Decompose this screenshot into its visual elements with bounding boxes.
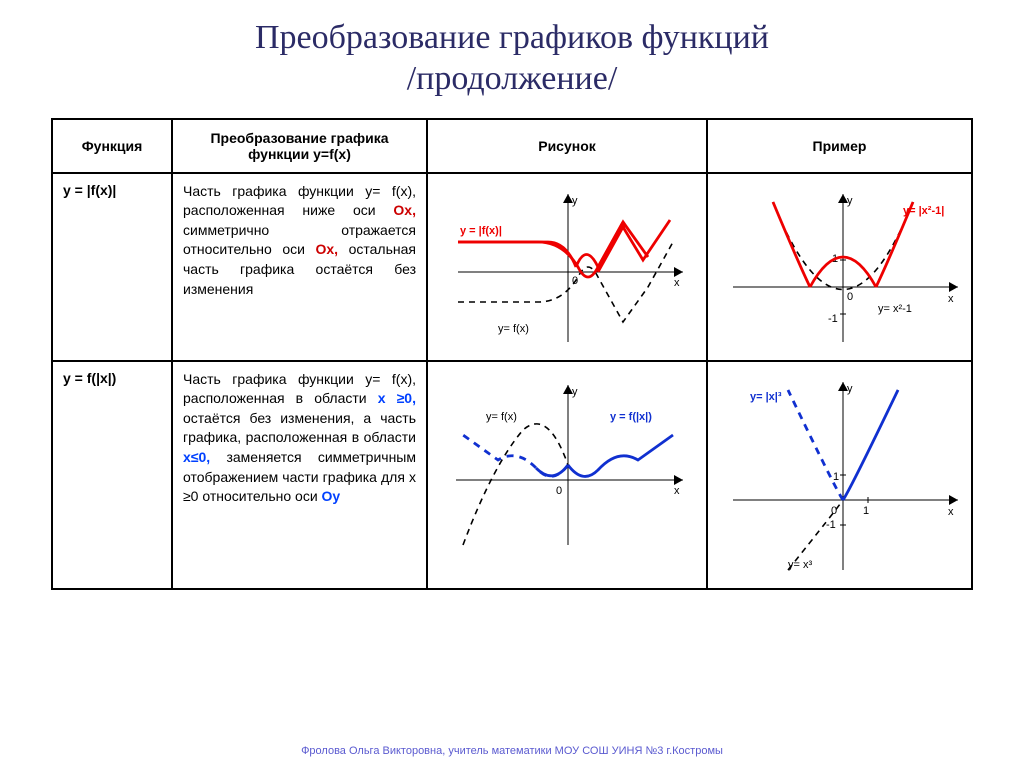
svg-text:x: x — [948, 293, 954, 305]
svg-text:x: x — [948, 506, 954, 518]
func-description: Часть графика функции y= f(x), расположе… — [172, 173, 427, 361]
svg-text:-1: -1 — [828, 313, 838, 325]
svg-text:y= x²-1: y= x²-1 — [878, 303, 912, 315]
graph-f-absx-icon: y x 0 y= f(x) y = f(|x|) — [438, 370, 698, 560]
graph-example: y x 0 1 -1 1 y= |x|³ y= x³ — [707, 361, 972, 589]
graph-generic: y x 0 y = |f(x)| y= f(x) — [427, 173, 707, 361]
header-desc: Преобразование графика функции y=f(x) — [172, 119, 427, 173]
desc-text: заменяется симметричным отображением час… — [183, 449, 416, 504]
highlight-ox: Ox, — [393, 202, 416, 218]
title-line-2: /продолжение/ — [407, 60, 618, 97]
svg-text:y= f(x): y= f(x) — [498, 323, 529, 335]
svg-text:y = f(|x|): y = f(|x|) — [610, 411, 652, 423]
svg-text:y: y — [847, 195, 853, 207]
func-formula: y = f(|x|) — [52, 361, 172, 589]
svg-text:y= x³: y= x³ — [788, 559, 812, 571]
svg-text:y= |x|³: y= |x|³ — [750, 391, 782, 403]
svg-text:y: y — [572, 195, 578, 207]
header-row: Функция Преобразование графика функции y… — [52, 119, 972, 173]
highlight-ox: Ox, — [315, 241, 338, 257]
header-func: Функция — [52, 119, 172, 173]
highlight-xge0: x ≥0, — [378, 390, 416, 406]
svg-text:1: 1 — [833, 471, 839, 483]
table-row: y = f(|x|) Часть графика функции y= f(x)… — [52, 361, 972, 589]
desc-text: Часть графика функции y= f(x), расположе… — [183, 183, 416, 219]
svg-text:0: 0 — [556, 485, 562, 497]
header-graph: Рисунок — [427, 119, 707, 173]
graph-example: y x 0 1 -1 y= |x²-1| y= x²-1 — [707, 173, 972, 361]
svg-text:y = |f(x)|: y = |f(x)| — [460, 225, 502, 237]
svg-text:y= |x²-1|: y= |x²-1| — [903, 205, 944, 217]
graph-generic: y x 0 y= f(x) y = f(|x|) — [427, 361, 707, 589]
footer-credit: Фролова Ольга Викторовна, учитель матема… — [0, 745, 1024, 757]
svg-text:y: y — [847, 383, 853, 395]
title-line-1: Преобразование графиков функций — [255, 19, 769, 56]
header-example: Пример — [707, 119, 972, 173]
graph-abs-fx-icon: y x 0 y = |f(x)| y= f(x) — [438, 182, 698, 352]
desc-text: остаётся без изменения, а часть графика,… — [183, 410, 416, 446]
page-title: Преобразование графиков функций /продолж… — [0, 0, 1024, 100]
svg-text:x: x — [674, 485, 680, 497]
graph-abs-x2-1-icon: y x 0 1 -1 y= |x²-1| y= x²-1 — [718, 182, 968, 352]
graph-absx-cubed-icon: y x 0 1 -1 1 y= |x|³ y= x³ — [718, 370, 968, 580]
highlight-xle0: x≤0, — [183, 449, 210, 465]
func-formula: y = |f(x)| — [52, 173, 172, 361]
func-description: Часть графика функции y= f(x), расположе… — [172, 361, 427, 589]
svg-text:y= f(x): y= f(x) — [486, 411, 517, 423]
svg-text:-1: -1 — [826, 519, 836, 531]
transform-table: Функция Преобразование графика функции y… — [51, 118, 973, 590]
highlight-oy: Оу — [322, 488, 341, 504]
svg-text:y: y — [572, 386, 578, 398]
svg-text:0: 0 — [847, 291, 853, 303]
svg-text:x: x — [674, 277, 680, 289]
svg-text:1: 1 — [863, 505, 869, 517]
table-row: y = |f(x)| Часть графика функции y= f(x)… — [52, 173, 972, 361]
